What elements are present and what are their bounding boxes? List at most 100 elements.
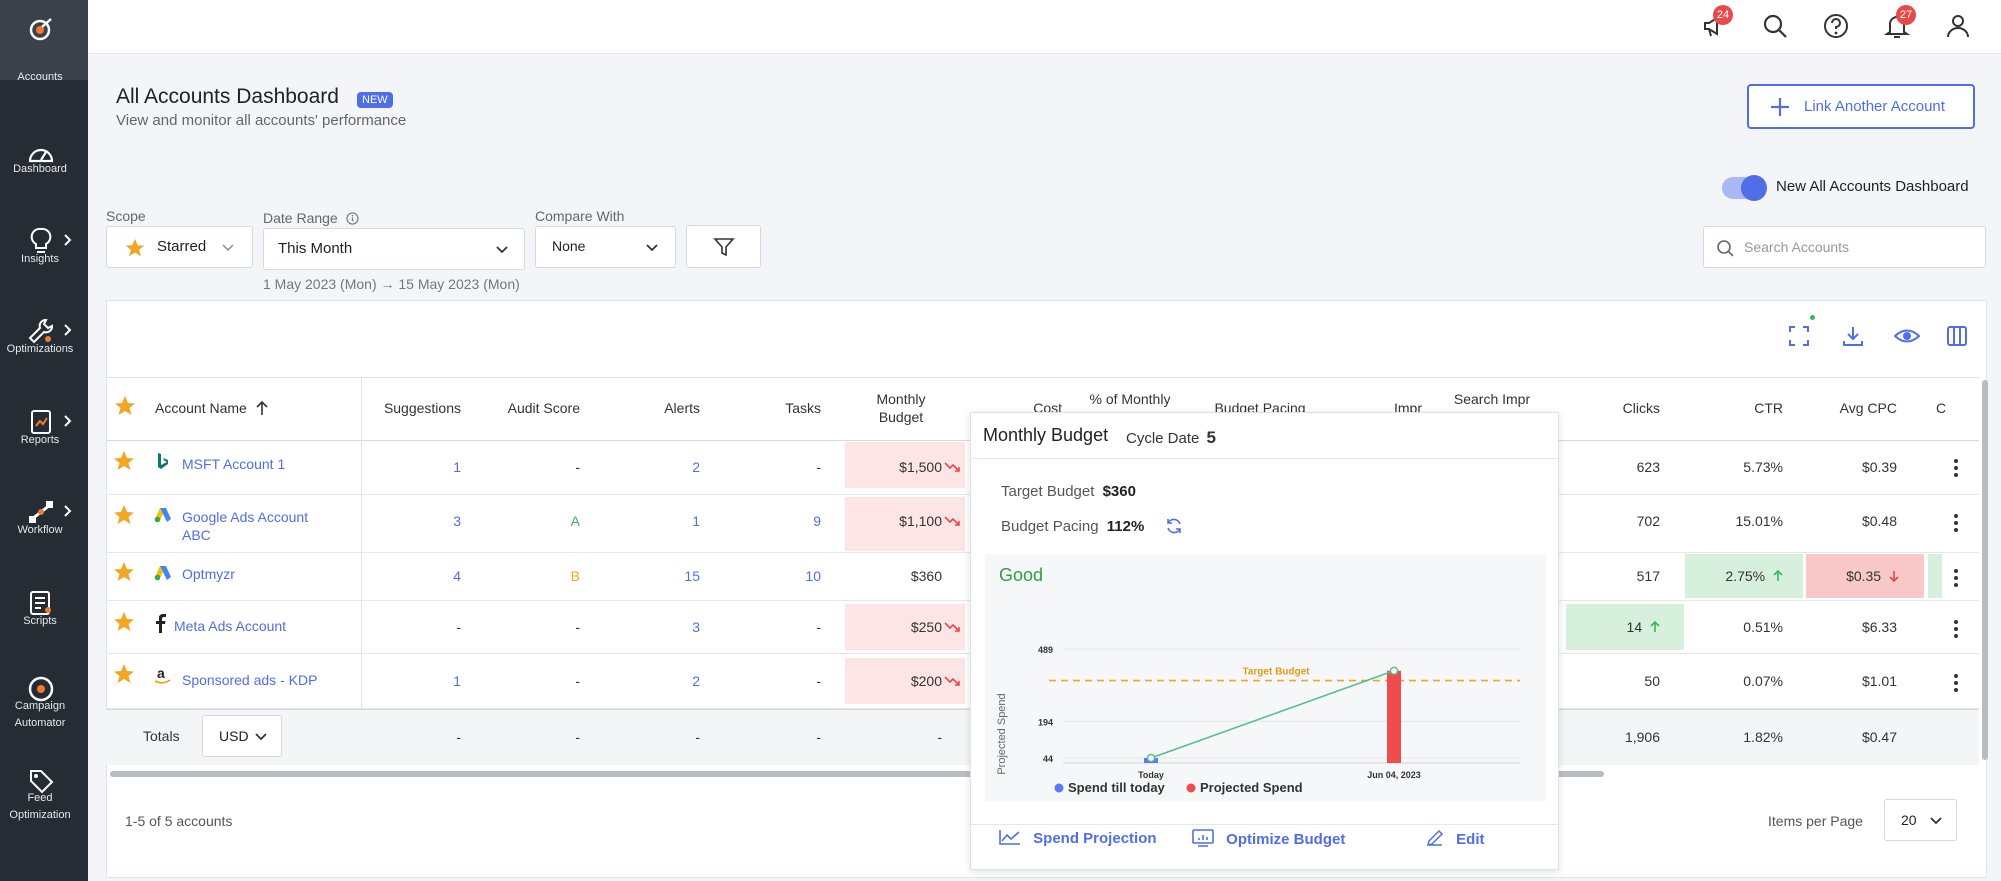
sidebar-item-campaign-automator[interactable]: Campaign Automator bbox=[0, 660, 88, 740]
columns-icon[interactable] bbox=[1946, 325, 1968, 347]
trend-down-icon bbox=[944, 462, 960, 472]
row-menu-icon[interactable] bbox=[1953, 619, 1959, 639]
monthly-budget-value[interactable]: $200 bbox=[910, 673, 942, 689]
sidebar-item-insights[interactable]: Insights bbox=[0, 212, 88, 292]
star-icon[interactable] bbox=[112, 503, 136, 527]
suggestions-link[interactable]: 1 bbox=[453, 459, 461, 475]
scope-select[interactable]: Starred bbox=[106, 226, 253, 268]
filter-button[interactable] bbox=[686, 225, 761, 268]
column-header-pct-monthly[interactable]: % of Monthly bbox=[1089, 391, 1171, 407]
fullscreen-icon[interactable] bbox=[1788, 325, 1810, 347]
new-dashboard-toggle[interactable] bbox=[1722, 175, 1767, 201]
status-dot bbox=[1810, 315, 1815, 320]
chart-y-label: Projected Spend bbox=[996, 693, 1008, 774]
sidebar-item-accounts[interactable]: Accounts bbox=[0, 0, 88, 83]
trend-down-icon bbox=[944, 516, 960, 526]
refresh-icon[interactable] bbox=[1164, 517, 1184, 535]
account-name-link[interactable]: Sponsored ads - KDP bbox=[182, 672, 318, 688]
link-account-label: Link Another Account bbox=[1804, 98, 1945, 115]
profile-button[interactable] bbox=[1943, 11, 1973, 41]
monthly-budget-value[interactable]: $1,100 bbox=[899, 513, 942, 529]
items-per-page-select[interactable]: 20 bbox=[1884, 799, 1957, 841]
amazon-icon: a bbox=[154, 665, 171, 684]
alerts-link[interactable]: 1 bbox=[692, 513, 700, 529]
wrench-icon bbox=[26, 316, 56, 346]
target-budget-value: $360 bbox=[1102, 483, 1136, 500]
trend-down-icon bbox=[944, 676, 960, 686]
search-button[interactable] bbox=[1760, 11, 1790, 41]
announcements-button[interactable]: 24 bbox=[1699, 5, 1733, 41]
sidebar-item-reports[interactable]: Reports bbox=[0, 393, 88, 473]
sidebar-item-workflow[interactable]: Workflow bbox=[0, 483, 88, 563]
legend-label: Projected Spend bbox=[1200, 780, 1303, 795]
accounts-icon bbox=[26, 14, 56, 44]
download-icon[interactable] bbox=[1842, 325, 1864, 347]
alerts-link[interactable]: 3 bbox=[692, 619, 700, 635]
sidebar-item-feed-optimization[interactable]: Feed Optimization bbox=[0, 752, 88, 832]
column-header-account-name[interactable]: Account Name bbox=[155, 399, 269, 417]
filter-icon bbox=[713, 238, 735, 257]
suggestions-link[interactable]: 4 bbox=[453, 568, 461, 584]
pacing-status: Good bbox=[999, 565, 1044, 585]
star-icon[interactable] bbox=[112, 610, 136, 634]
sidebar-item-optimizations[interactable]: Optimizations bbox=[0, 302, 88, 382]
horizontal-scrollbar[interactable] bbox=[110, 771, 1604, 777]
monthly-budget-value[interactable]: $360 bbox=[910, 568, 942, 584]
sidebar-item-label: Scripts bbox=[23, 615, 57, 627]
account-name-link[interactable]: Optmyzr bbox=[182, 566, 235, 582]
alerts-link[interactable]: 15 bbox=[684, 568, 700, 584]
suggestions-link[interactable]: 3 bbox=[453, 513, 461, 529]
sidebar-item-label: Optimizations bbox=[6, 343, 74, 355]
info-icon[interactable] bbox=[345, 212, 359, 225]
row-menu-icon[interactable] bbox=[1953, 673, 1959, 693]
column-header-avg-cpc[interactable]: Avg CPC bbox=[1839, 400, 1897, 416]
google-ads-icon bbox=[154, 566, 171, 581]
row-menu-icon[interactable] bbox=[1953, 513, 1959, 533]
star-all-icon[interactable] bbox=[113, 394, 137, 418]
account-name-link[interactable]: MSFT Account 1 bbox=[182, 456, 286, 472]
avg-cpc-value: $0.39 bbox=[1861, 459, 1897, 475]
star-icon[interactable] bbox=[112, 560, 136, 584]
projection-point bbox=[1389, 666, 1399, 676]
sidebar-item-dashboard[interactable]: Dashboard bbox=[0, 125, 88, 205]
column-header-ctr[interactable]: CTR bbox=[1754, 400, 1783, 416]
suggestions-link[interactable]: 1 bbox=[453, 673, 461, 689]
toggle-label: New All Accounts Dashboard bbox=[1776, 178, 1969, 195]
account-name-link[interactable]: Google Ads Account ABC bbox=[182, 509, 309, 543]
monthly-budget-value[interactable]: $250 bbox=[910, 619, 942, 635]
tasks-link[interactable]: 9 bbox=[813, 513, 821, 529]
alerts-link[interactable]: 2 bbox=[692, 673, 700, 689]
search-placeholder: Search Accounts bbox=[1744, 239, 1850, 255]
star-icon[interactable] bbox=[112, 662, 136, 686]
column-header-suggestions[interactable]: Suggestions bbox=[383, 400, 461, 416]
vertical-scrollbar[interactable] bbox=[1982, 380, 1988, 760]
account-name-link[interactable]: Meta Ads Account bbox=[174, 618, 287, 634]
star-icon[interactable] bbox=[112, 449, 136, 473]
optimize-budget-label: Optimize Budget bbox=[1226, 831, 1346, 848]
column-header-clicks[interactable]: Clicks bbox=[1622, 400, 1660, 416]
column-header-alerts[interactable]: Alerts bbox=[664, 400, 700, 416]
spend-projection-button[interactable]: Spend Projection bbox=[999, 829, 1157, 847]
edit-budget-button[interactable]: Edit bbox=[1426, 829, 1485, 848]
column-header-audit-score[interactable]: Audit Score bbox=[507, 400, 580, 416]
spend-projection-chart: 44 194 489 Target Budget Today Jun 04, 2023 S… bbox=[996, 645, 1520, 795]
y-tick-label: 44 bbox=[1043, 754, 1053, 764]
row-menu-icon[interactable] bbox=[1953, 458, 1959, 478]
column-header-monthly-budget[interactable]: Monthly Budget bbox=[876, 391, 926, 425]
search-accounts-input[interactable]: Search Accounts bbox=[1703, 226, 1986, 268]
optimize-budget-button[interactable]: Optimize Budget bbox=[1192, 829, 1345, 848]
help-button[interactable] bbox=[1821, 11, 1851, 41]
sidebar-item-scripts[interactable]: Scripts bbox=[0, 574, 88, 654]
row-menu-icon[interactable] bbox=[1953, 568, 1959, 588]
view-settings-icon[interactable] bbox=[1894, 325, 1920, 347]
tasks-link[interactable]: 10 bbox=[805, 568, 821, 584]
monthly-budget-value[interactable]: $1,500 bbox=[899, 459, 942, 475]
column-header-tasks[interactable]: Tasks bbox=[785, 400, 821, 416]
compare-select[interactable]: None bbox=[535, 226, 676, 268]
link-account-button[interactable]: Link Another Account bbox=[1747, 84, 1975, 129]
alerts-link[interactable]: 2 bbox=[692, 459, 700, 475]
column-header-search-impr[interactable]: Search Impr bbox=[1453, 391, 1531, 407]
currency-select[interactable]: USD bbox=[202, 715, 282, 757]
notifications-button[interactable]: 27 bbox=[1882, 5, 1916, 41]
date-range-select[interactable]: This Month bbox=[263, 228, 525, 270]
